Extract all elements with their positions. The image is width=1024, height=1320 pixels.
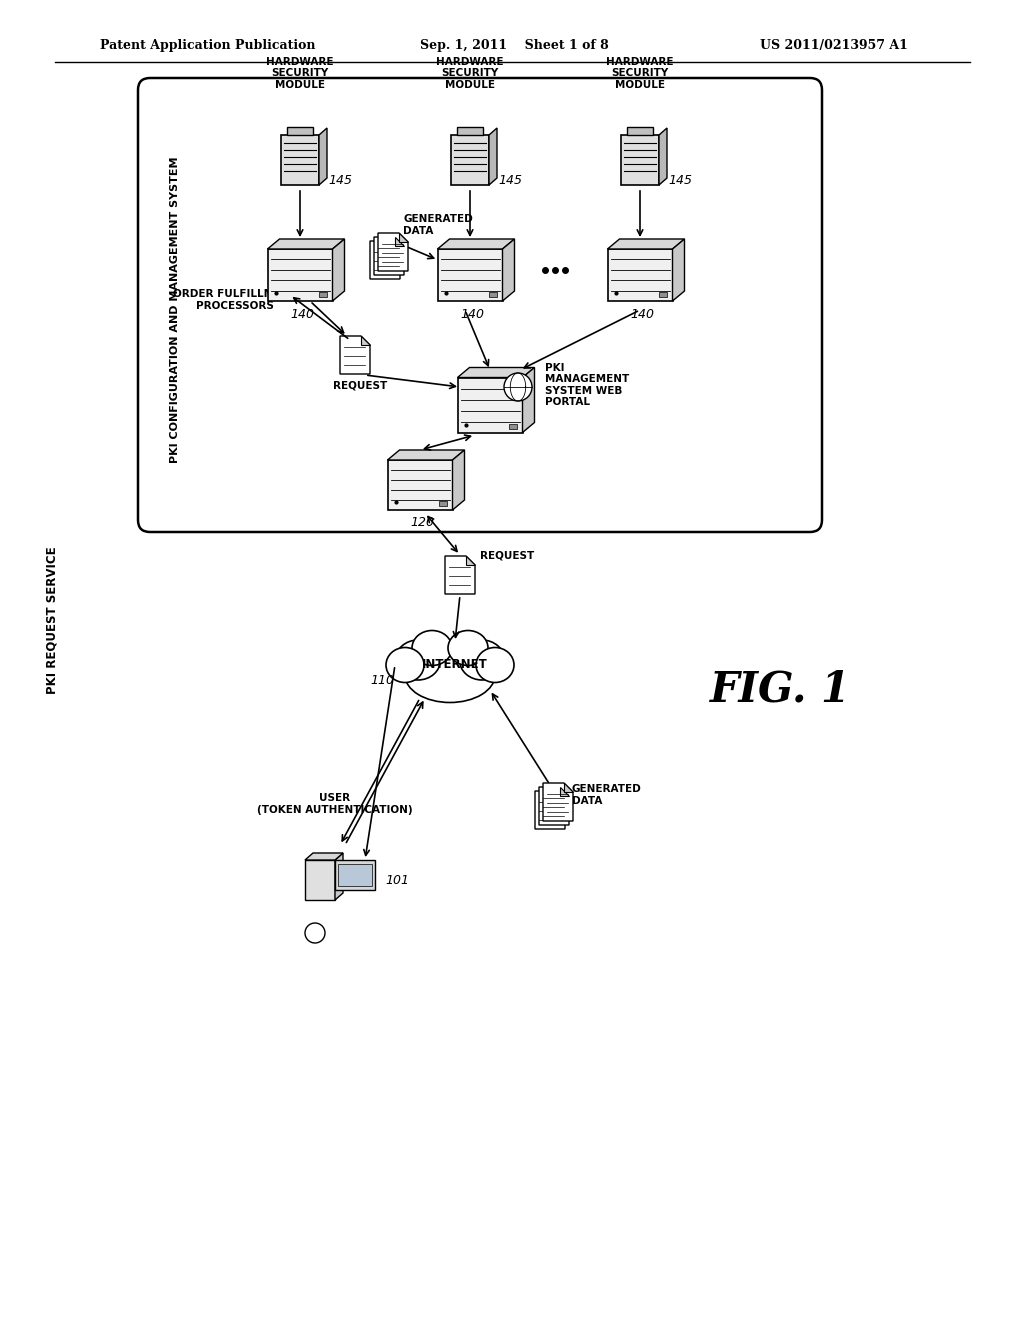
Polygon shape xyxy=(361,337,370,345)
Text: 145: 145 xyxy=(328,173,352,186)
Polygon shape xyxy=(395,238,404,246)
Polygon shape xyxy=(437,239,514,249)
Polygon shape xyxy=(319,128,327,185)
Polygon shape xyxy=(503,239,514,301)
Polygon shape xyxy=(539,787,569,825)
FancyBboxPatch shape xyxy=(267,249,333,301)
FancyBboxPatch shape xyxy=(138,78,822,532)
Ellipse shape xyxy=(460,640,505,680)
Text: 110: 110 xyxy=(370,673,394,686)
Text: PKI REQUEST SERVICE: PKI REQUEST SERVICE xyxy=(45,546,58,694)
FancyBboxPatch shape xyxy=(387,459,453,510)
Text: PKI
MANAGEMENT
SYSTEM WEB
PORTAL: PKI MANAGEMENT SYSTEM WEB PORTAL xyxy=(545,363,630,408)
Polygon shape xyxy=(458,367,535,378)
Circle shape xyxy=(305,923,325,942)
Polygon shape xyxy=(560,787,569,796)
Polygon shape xyxy=(387,450,465,459)
Polygon shape xyxy=(340,337,370,374)
Text: REQUEST: REQUEST xyxy=(333,380,387,389)
Polygon shape xyxy=(543,783,573,821)
FancyBboxPatch shape xyxy=(438,502,446,506)
FancyBboxPatch shape xyxy=(509,424,516,429)
FancyBboxPatch shape xyxy=(621,135,659,185)
Text: REQUEST: REQUEST xyxy=(480,550,535,560)
Polygon shape xyxy=(378,234,408,271)
FancyBboxPatch shape xyxy=(457,127,483,135)
Polygon shape xyxy=(489,128,497,185)
Polygon shape xyxy=(267,239,344,249)
Text: USER
(TOKEN AUTHENTICATION): USER (TOKEN AUTHENTICATION) xyxy=(257,792,413,814)
Text: 145: 145 xyxy=(498,173,522,186)
Text: US 2011/0213957 A1: US 2011/0213957 A1 xyxy=(760,38,908,51)
Text: Sep. 1, 2011    Sheet 1 of 8: Sep. 1, 2011 Sheet 1 of 8 xyxy=(420,38,608,51)
Text: HARDWARE
SECURITY
MODULE: HARDWARE SECURITY MODULE xyxy=(606,57,674,90)
FancyBboxPatch shape xyxy=(607,249,673,301)
FancyBboxPatch shape xyxy=(451,135,489,185)
FancyBboxPatch shape xyxy=(458,378,522,433)
FancyBboxPatch shape xyxy=(287,127,313,135)
Polygon shape xyxy=(333,239,344,301)
Polygon shape xyxy=(564,783,573,792)
Polygon shape xyxy=(399,234,408,242)
Text: 140: 140 xyxy=(460,309,484,322)
FancyBboxPatch shape xyxy=(658,292,667,297)
FancyBboxPatch shape xyxy=(338,865,372,886)
FancyBboxPatch shape xyxy=(488,292,497,297)
Circle shape xyxy=(504,374,532,401)
Polygon shape xyxy=(673,239,684,301)
Text: 120: 120 xyxy=(410,516,434,529)
Text: FIG. 1: FIG. 1 xyxy=(710,669,851,711)
Text: HARDWARE
SECURITY
MODULE: HARDWARE SECURITY MODULE xyxy=(436,57,504,90)
Text: 140: 140 xyxy=(630,309,654,322)
FancyBboxPatch shape xyxy=(437,249,503,301)
FancyBboxPatch shape xyxy=(281,135,319,185)
Polygon shape xyxy=(445,556,475,594)
Ellipse shape xyxy=(395,640,440,680)
Polygon shape xyxy=(466,556,475,565)
FancyBboxPatch shape xyxy=(627,127,653,135)
Text: ORDER FULFILLMENT
PROCESSORS: ORDER FULFILLMENT PROCESSORS xyxy=(173,289,297,310)
Text: INTERNET: INTERNET xyxy=(422,659,487,672)
Polygon shape xyxy=(335,853,343,900)
Polygon shape xyxy=(607,239,684,249)
FancyBboxPatch shape xyxy=(318,292,327,297)
FancyBboxPatch shape xyxy=(305,861,335,900)
Polygon shape xyxy=(370,242,400,279)
Polygon shape xyxy=(659,128,667,185)
Polygon shape xyxy=(522,367,535,433)
Polygon shape xyxy=(391,242,400,249)
Text: GENERATED
DATA: GENERATED DATA xyxy=(403,214,473,236)
Ellipse shape xyxy=(406,648,495,702)
FancyBboxPatch shape xyxy=(335,861,375,890)
Text: 145: 145 xyxy=(668,173,692,186)
Text: HARDWARE
SECURITY
MODULE: HARDWARE SECURITY MODULE xyxy=(266,57,334,90)
Text: GENERATED
DATA: GENERATED DATA xyxy=(572,784,642,805)
Polygon shape xyxy=(556,791,565,800)
Text: PKI CONFIGURATION AND MANAGEMENT SYSTEM: PKI CONFIGURATION AND MANAGEMENT SYSTEM xyxy=(170,157,180,463)
Polygon shape xyxy=(535,791,565,829)
Polygon shape xyxy=(453,450,465,510)
Ellipse shape xyxy=(386,648,424,682)
Text: 101: 101 xyxy=(385,874,409,887)
Text: Patent Application Publication: Patent Application Publication xyxy=(100,38,315,51)
Ellipse shape xyxy=(412,631,452,665)
Text: 140: 140 xyxy=(290,309,314,322)
Polygon shape xyxy=(374,238,404,275)
Ellipse shape xyxy=(449,631,488,665)
Ellipse shape xyxy=(476,648,514,682)
Polygon shape xyxy=(305,853,343,861)
